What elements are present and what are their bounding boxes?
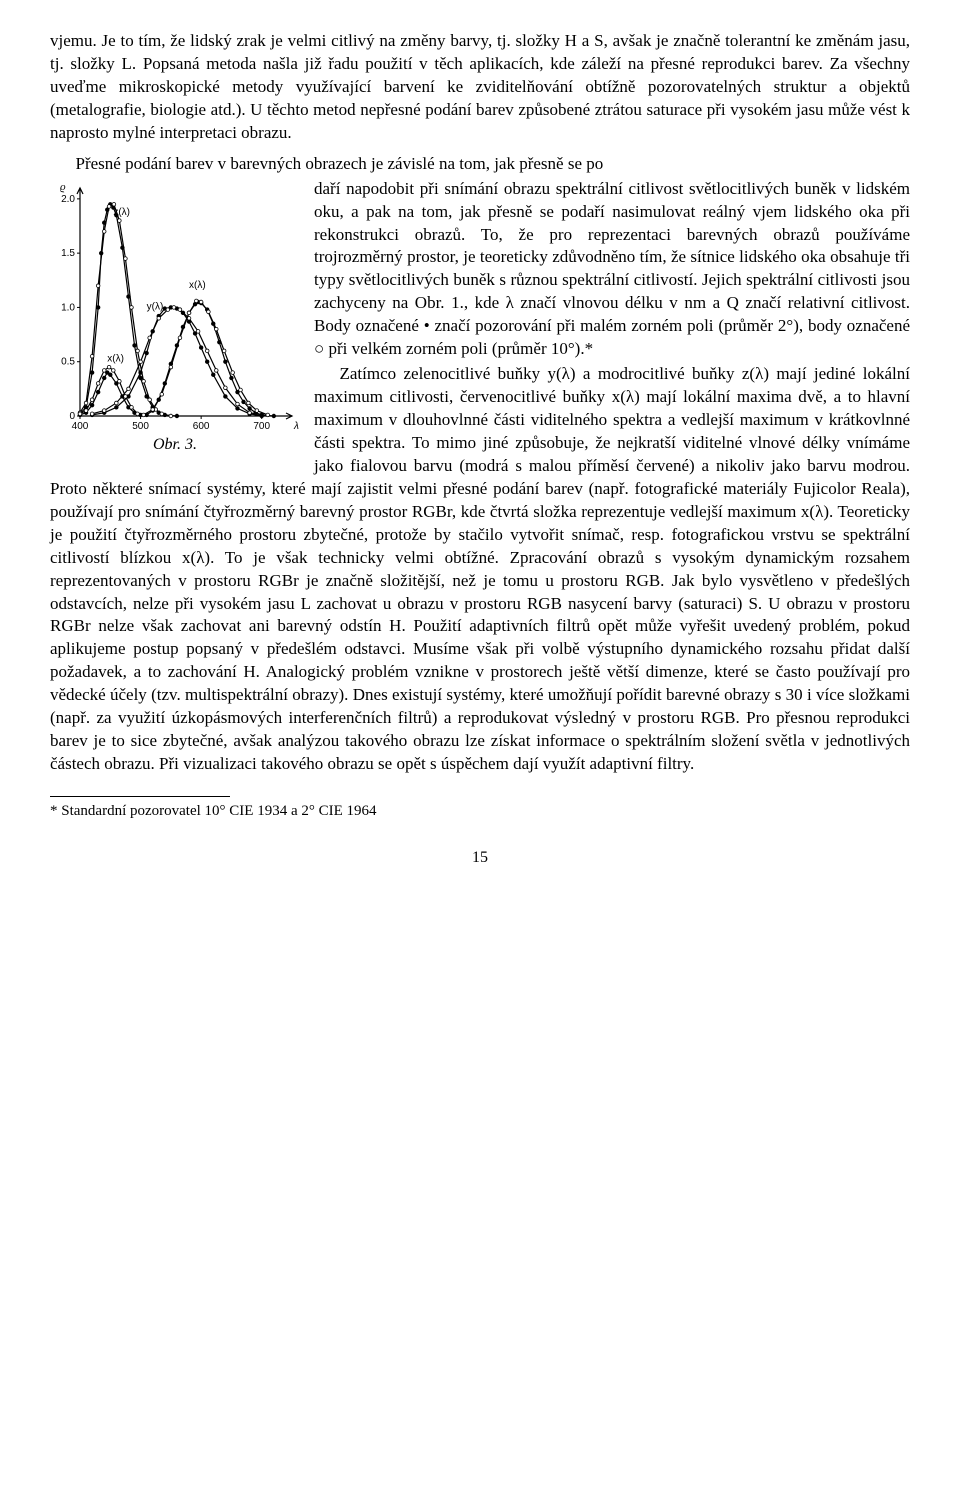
svg-text:500: 500 [132, 421, 149, 432]
paragraph-2: Přesné podání barev v barevných obrazech… [50, 153, 910, 176]
svg-text:600: 600 [193, 421, 210, 432]
svg-text:z(λ): z(λ) [113, 207, 130, 218]
paragraph-2-body: 00.51.01.52.0400500600700λϱz(λ)y(λ)x(λ)x… [50, 178, 910, 362]
svg-text:700: 700 [253, 421, 270, 432]
svg-text:ϱ: ϱ [60, 181, 66, 193]
figure-caption: Obr. 3. [50, 434, 300, 456]
footnote-rule [50, 796, 230, 797]
svg-text:x(λ): x(λ) [107, 353, 124, 364]
page-number: 15 [50, 847, 910, 869]
svg-text:2.0: 2.0 [61, 193, 75, 204]
svg-text:λ: λ [293, 421, 299, 432]
svg-text:x(λ): x(λ) [189, 280, 206, 291]
figure-3: 00.51.01.52.0400500600700λϱz(λ)y(λ)x(λ)x… [50, 178, 300, 456]
footnote-text: * Standardní pozorovatel 10° CIE 1934 a … [50, 801, 650, 821]
svg-text:y(λ): y(λ) [147, 301, 164, 312]
svg-text:0.5: 0.5 [61, 356, 75, 367]
spectral-sensitivity-chart: 00.51.01.52.0400500600700λϱz(λ)y(λ)x(λ)x… [50, 178, 300, 438]
svg-text:1.5: 1.5 [61, 248, 75, 259]
svg-text:1.0: 1.0 [61, 302, 75, 313]
paragraph-1: vjemu. Je to tím, že lidský zrak je velm… [50, 30, 910, 145]
svg-text:400: 400 [72, 421, 89, 432]
